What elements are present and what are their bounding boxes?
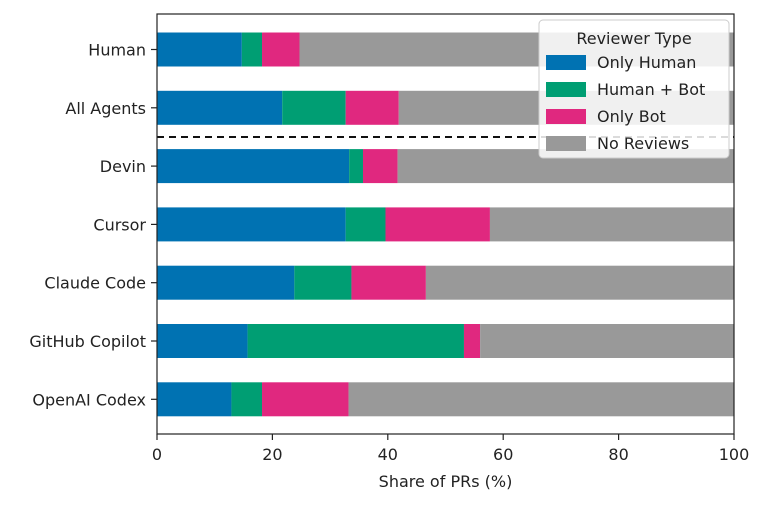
x-tick-label: 80 — [608, 445, 628, 464]
bar-claude-code-human-bot — [294, 265, 352, 300]
x-tick-label: 0 — [152, 445, 162, 464]
bar-all-agents-human-bot — [282, 90, 346, 125]
legend-label-only-bot: Only Bot — [597, 107, 666, 126]
x-tick-label: 20 — [262, 445, 282, 464]
bar-openai-codex-only-bot — [262, 382, 349, 417]
bar-cursor-human-bot — [345, 207, 386, 242]
bar-devin-human-bot — [349, 149, 363, 184]
bar-openai-codex-only-human — [157, 382, 232, 417]
x-tick-label: 60 — [493, 445, 513, 464]
x-axis: 0 20 40 60 80 100 — [152, 434, 749, 464]
y-axis: Human All Agents Devin Cursor Claude Code Git… — [29, 41, 157, 409]
x-tick-label: 100 — [719, 445, 750, 464]
legend-label-only-human: Only Human — [597, 53, 696, 72]
bar-cursor-only-bot — [385, 207, 490, 242]
legend: Reviewer Type Only Human Human + Bot Only B… — [538, 19, 730, 159]
bar-claude-code-only-human — [157, 265, 295, 300]
x-axis-title: Share of PRs (%) — [379, 472, 513, 491]
bar-human-only-human — [157, 32, 242, 67]
legend-swatch-only-human — [546, 55, 586, 70]
bar-devin-only-human — [157, 149, 350, 184]
bar-openai-codex-no-reviews — [348, 382, 734, 417]
bar-all-agents-only-bot — [345, 90, 399, 125]
bar-github-copilot-no-reviews — [480, 324, 734, 358]
bar-cursor-no-reviews — [489, 207, 734, 242]
legend-label-human-bot: Human + Bot — [597, 80, 705, 99]
bar-github-copilot-only-human — [157, 324, 248, 358]
bar-human-human-bot — [241, 32, 263, 67]
bar-claude-code-no-reviews — [425, 265, 734, 300]
legend-swatch-human-bot — [546, 82, 586, 97]
bar-openai-codex-human-bot — [231, 382, 263, 417]
y-tick-label-claude-code: Claude Code — [44, 274, 146, 293]
y-tick-label-all-agents: All Agents — [65, 99, 146, 118]
bar-github-copilot-only-bot — [463, 324, 481, 358]
bar-devin-only-bot — [362, 149, 398, 184]
bar-cursor-only-human — [157, 207, 346, 242]
legend-title: Reviewer Type — [576, 29, 691, 48]
y-tick-label-cursor: Cursor — [93, 215, 146, 234]
legend-label-no-reviews: No Reviews — [597, 134, 689, 153]
y-tick-label-openai-codex: OpenAI Codex — [32, 390, 146, 409]
x-tick-label: 40 — [378, 445, 398, 464]
bar-human-only-bot — [262, 32, 300, 67]
legend-swatch-only-bot — [546, 109, 586, 124]
bar-github-copilot-human-bot — [247, 324, 464, 358]
bar-claude-code-only-bot — [351, 265, 426, 300]
y-tick-label-human: Human — [88, 41, 146, 60]
y-tick-label-devin: Devin — [100, 157, 146, 176]
legend-box — [538, 19, 730, 159]
y-tick-label-github-copilot: GitHub Copilot — [29, 332, 146, 351]
bar-all-agents-only-human — [157, 90, 283, 125]
legend-swatch-no-reviews — [546, 136, 586, 151]
